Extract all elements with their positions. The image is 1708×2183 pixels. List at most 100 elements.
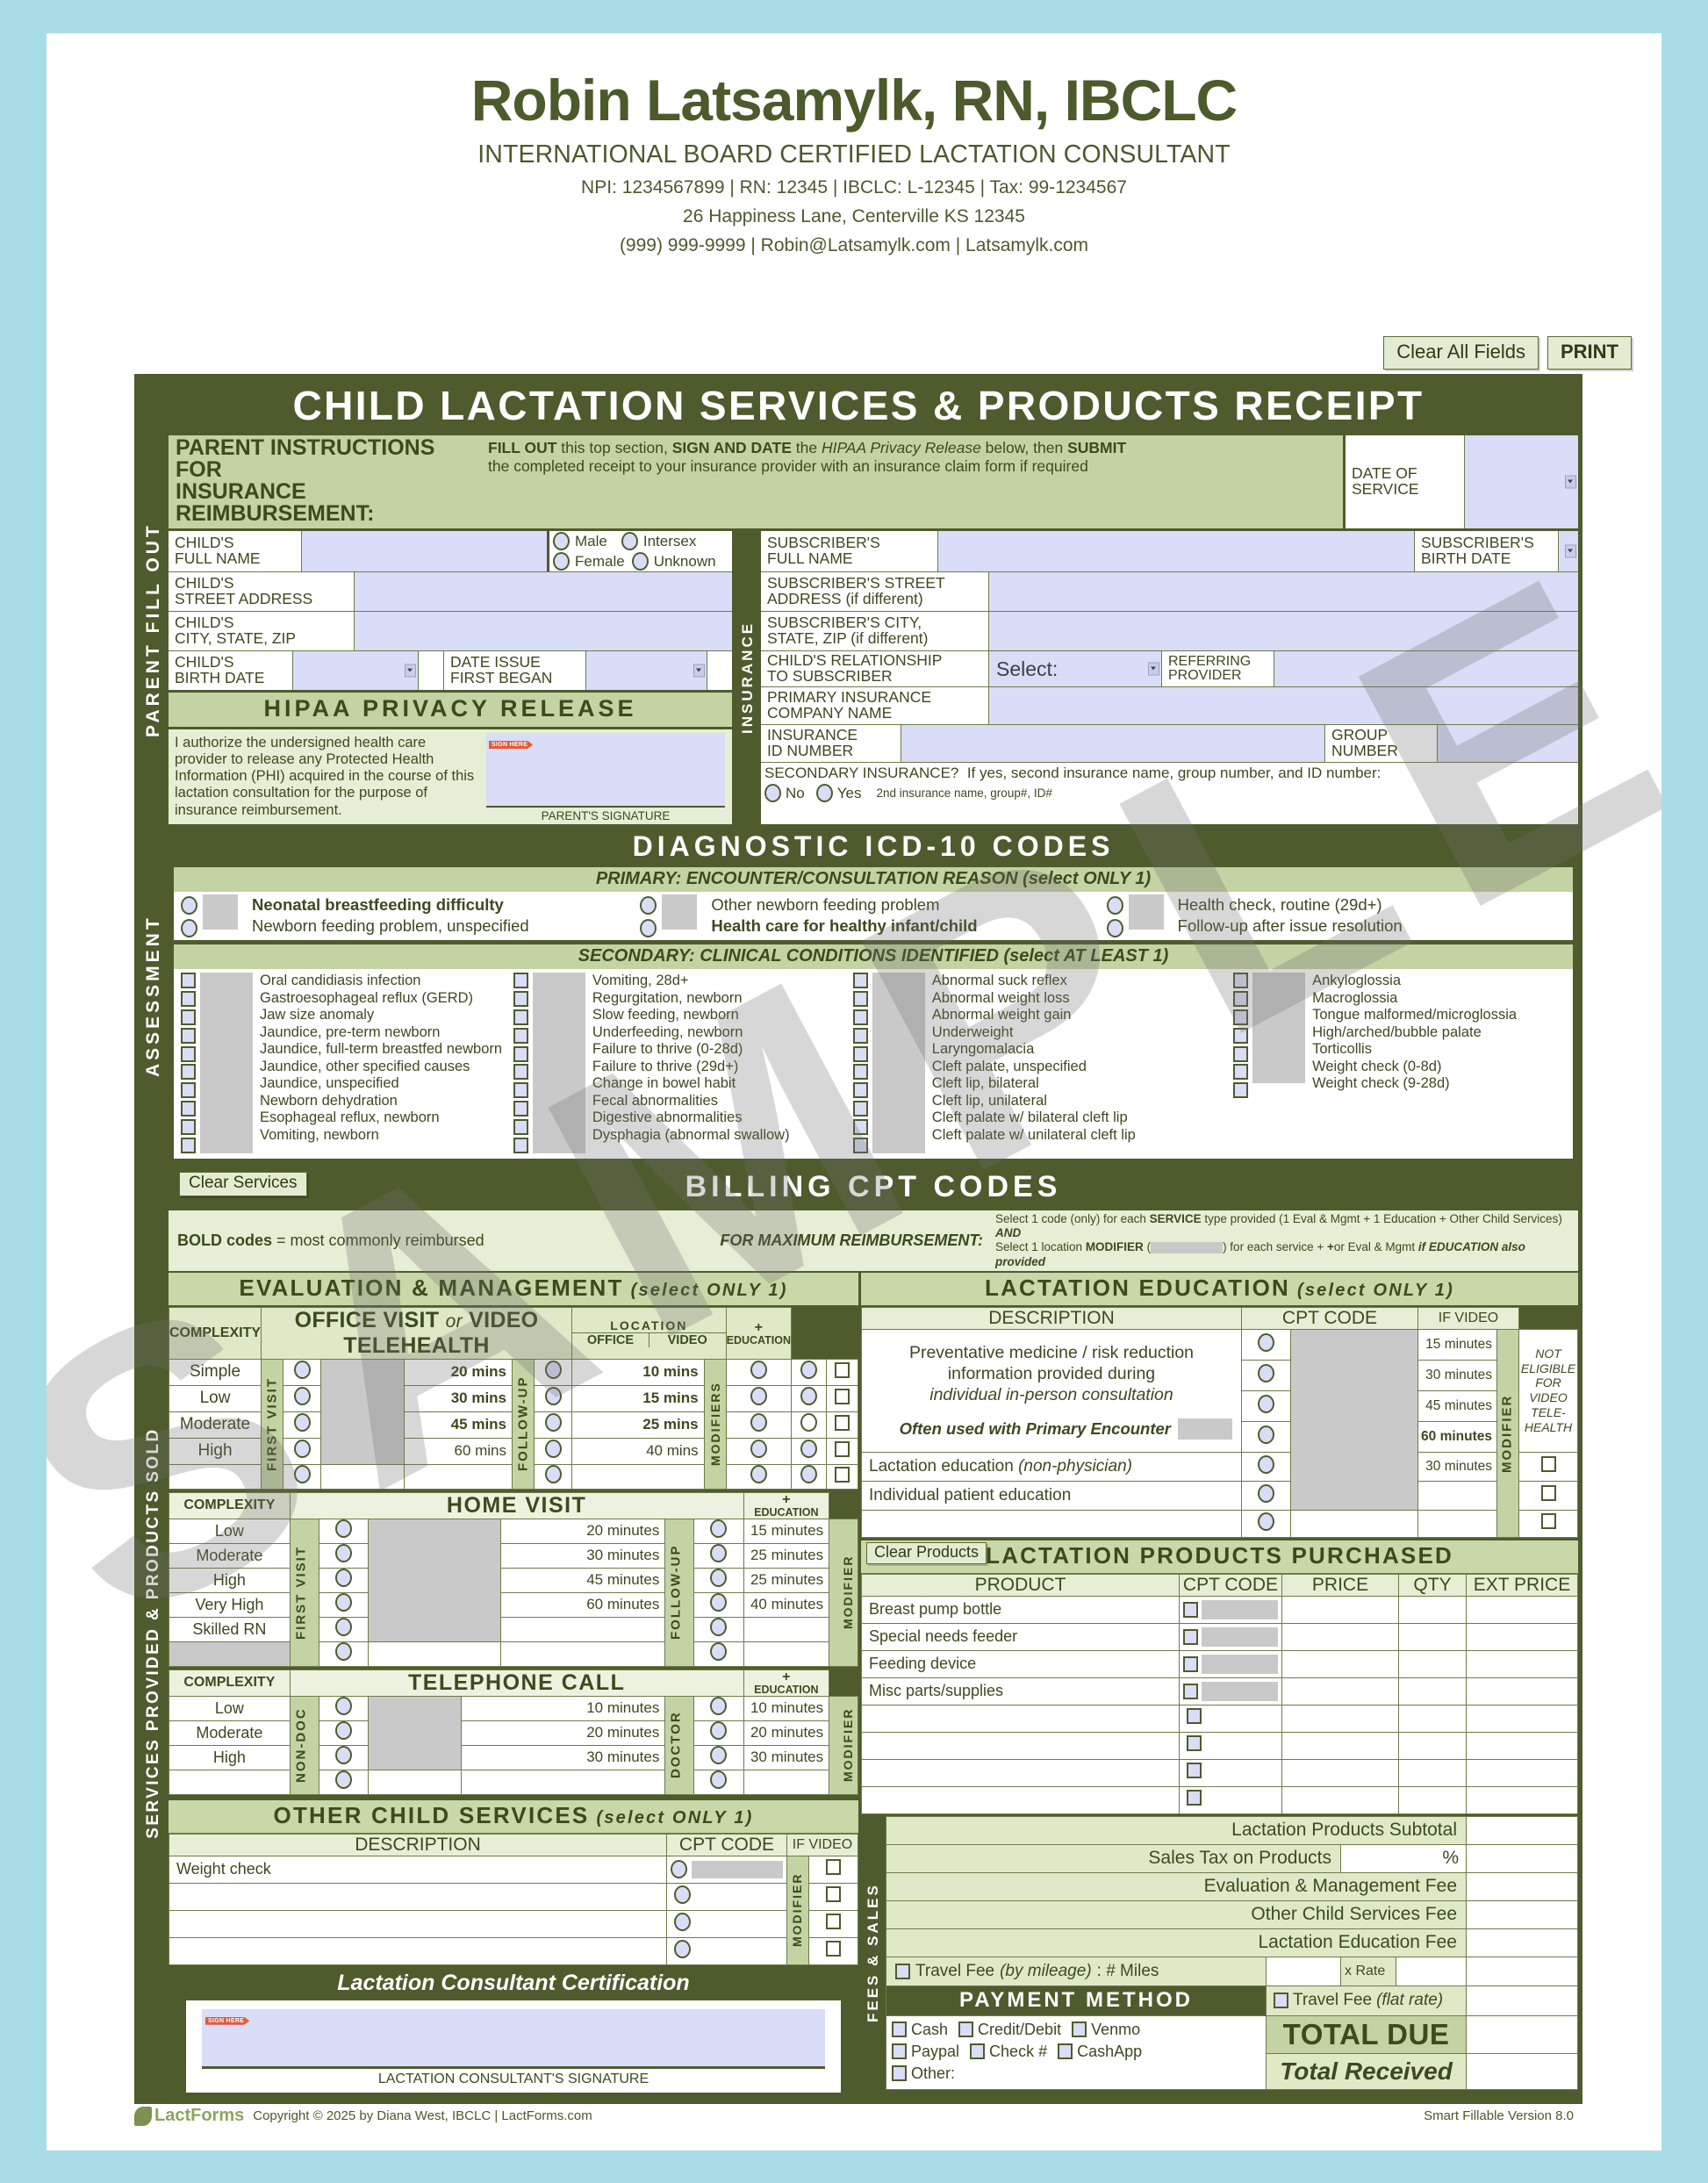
product-row-8[interactable] [861,1785,1180,1814]
chevron-down-icon[interactable] [1148,662,1159,676]
sec-chk-4-5[interactable] [1233,1045,1249,1062]
sec-chk-4-1[interactable] [1233,973,1249,988]
clear-services-button[interactable]: Clear Services [179,1172,307,1197]
sec-chk-3-5[interactable] [852,1045,868,1062]
subscriber-street-input[interactable] [988,572,1578,611]
home-first-radio-3[interactable] [334,1569,352,1588]
chevron-down-icon[interactable] [1565,475,1576,489]
product-chk-8[interactable] [1187,1790,1202,1806]
primary-radio-3[interactable] [640,896,657,915]
sec-chk-3-4[interactable] [852,1027,868,1044]
product-price-2[interactable] [1281,1622,1399,1651]
sec-chk-1-10[interactable] [181,1138,196,1154]
sex-female-radio[interactable] [553,552,570,571]
product-row-5[interactable] [861,1704,1180,1733]
payment-venmo-chk[interactable] [1072,2021,1087,2038]
sec-chk-2-8[interactable] [513,1101,528,1117]
primary-radio-5[interactable] [1106,896,1123,915]
office-loc-video-radio-2[interactable] [800,1387,817,1406]
relationship-select[interactable]: Select: [988,651,1161,686]
sec-chk-1-4[interactable] [181,1027,196,1044]
other-child-row-3[interactable] [169,1909,667,1938]
office-education-chk-3[interactable] [835,1414,850,1431]
parent-signature-input[interactable]: SIGN HERE [486,733,725,808]
sec-chk-3-6[interactable] [852,1064,868,1081]
home-first-radio-6[interactable] [334,1642,352,1662]
sec-chk-4-7[interactable] [1233,1082,1249,1099]
home-follow-radio-6[interactable] [710,1642,728,1662]
product-code-4[interactable] [1202,1681,1278,1701]
phone-nondoc-radio-1[interactable] [334,1697,352,1716]
subscriber-dob-input[interactable] [1558,531,1578,571]
product-code-1[interactable] [1202,1599,1278,1619]
sec-chk-2-9[interactable] [513,1119,528,1136]
other-child-radio-4[interactable] [674,1939,691,1958]
sec-chk-3-3[interactable] [852,1009,868,1025]
product-row-7[interactable] [861,1758,1180,1787]
sec-chk-4-4[interactable] [1233,1027,1249,1044]
sec-chk-3-2[interactable] [852,990,868,1007]
product-price-7[interactable] [1281,1758,1399,1787]
child-city-input[interactable] [354,612,732,650]
sec-chk-1-9[interactable] [181,1119,196,1136]
office-loc-video-radio-1[interactable] [800,1361,817,1380]
payment-paypal-chk[interactable] [892,2043,907,2060]
office-loc-video-radio-3[interactable] [800,1413,817,1433]
secondary-no-radio[interactable] [764,784,781,802]
modifier-code-box[interactable] [1151,1242,1224,1254]
phone-nondoc-radio-4[interactable] [334,1770,352,1790]
primary-code-box-2[interactable] [662,894,698,930]
sales-tax-percent-input[interactable]: % [1340,1843,1467,1873]
primary-code-box-1[interactable] [203,894,238,930]
referring-provider-input[interactable] [1274,651,1578,686]
sec-chk-2-7[interactable] [513,1082,528,1099]
product-qty-4[interactable] [1398,1677,1467,1705]
sec-chk-3-9[interactable] [852,1119,868,1136]
clear-all-fields-button[interactable]: Clear All Fields [1383,336,1539,370]
sex-intersex-radio[interactable] [621,532,638,550]
sex-male-radio[interactable] [553,532,570,550]
primary-code-box-3[interactable] [1128,894,1164,930]
sec-chk-3-7[interactable] [852,1082,868,1099]
consultant-signature-input[interactable]: SIGN HERE [202,2008,825,2069]
insurance-id-input[interactable] [901,725,1324,762]
office-loc-office-radio-5[interactable] [750,1465,767,1484]
office-education-chk-5[interactable] [835,1466,850,1483]
product-row-4[interactable]: Misc parts/supplies [861,1677,1180,1705]
other-child-ifvideo-chk-3[interactable] [826,1914,842,1930]
home-first-code-box[interactable] [367,1518,501,1642]
office-first-radio-3[interactable] [293,1413,311,1433]
education-radio-3[interactable] [1258,1394,1275,1413]
education-ifvideo-chk-2[interactable] [1540,1485,1556,1502]
primary-radio-4[interactable] [640,919,657,937]
product-qty-8[interactable] [1398,1785,1467,1814]
child-dob-input[interactable] [292,651,418,690]
other-child-radio-1[interactable] [671,1860,687,1879]
product-price-8[interactable] [1281,1785,1399,1814]
other-child-radio-3[interactable] [674,1912,691,1931]
sec-chk-3-10[interactable] [852,1138,868,1154]
education-ifvideo-chk-3[interactable] [1540,1513,1556,1530]
product-code-2[interactable] [1202,1626,1278,1647]
primary-radio-6[interactable] [1106,919,1123,937]
phone-doctor-radio-3[interactable] [710,1746,728,1765]
payment-credit-chk[interactable] [958,2021,974,2038]
date-of-service-input[interactable] [1464,435,1578,528]
product-qty-1[interactable] [1398,1595,1467,1624]
sec-chk-1-6[interactable] [181,1064,196,1081]
office-loc-office-radio-4[interactable] [750,1440,767,1459]
secondary-code-box-1[interactable] [200,973,253,1154]
payment-check-chk[interactable] [970,2043,986,2060]
sec-chk-4-3[interactable] [1233,1009,1249,1025]
phone-doctor-radio-1[interactable] [710,1697,728,1716]
sec-chk-3-1[interactable] [852,973,868,988]
product-price-4[interactable] [1281,1677,1399,1705]
education-code-box[interactable] [1290,1328,1418,1511]
chevron-down-icon[interactable] [1565,544,1576,558]
other-child-radio-2[interactable] [674,1885,691,1904]
education-row-blank[interactable] [861,1509,1242,1538]
sec-chk-2-3[interactable] [513,1009,528,1025]
travel-mileage-chk[interactable] [895,1963,910,1979]
subscriber-name-input[interactable] [937,531,1414,571]
office-loc-video-radio-4[interactable] [800,1440,817,1459]
